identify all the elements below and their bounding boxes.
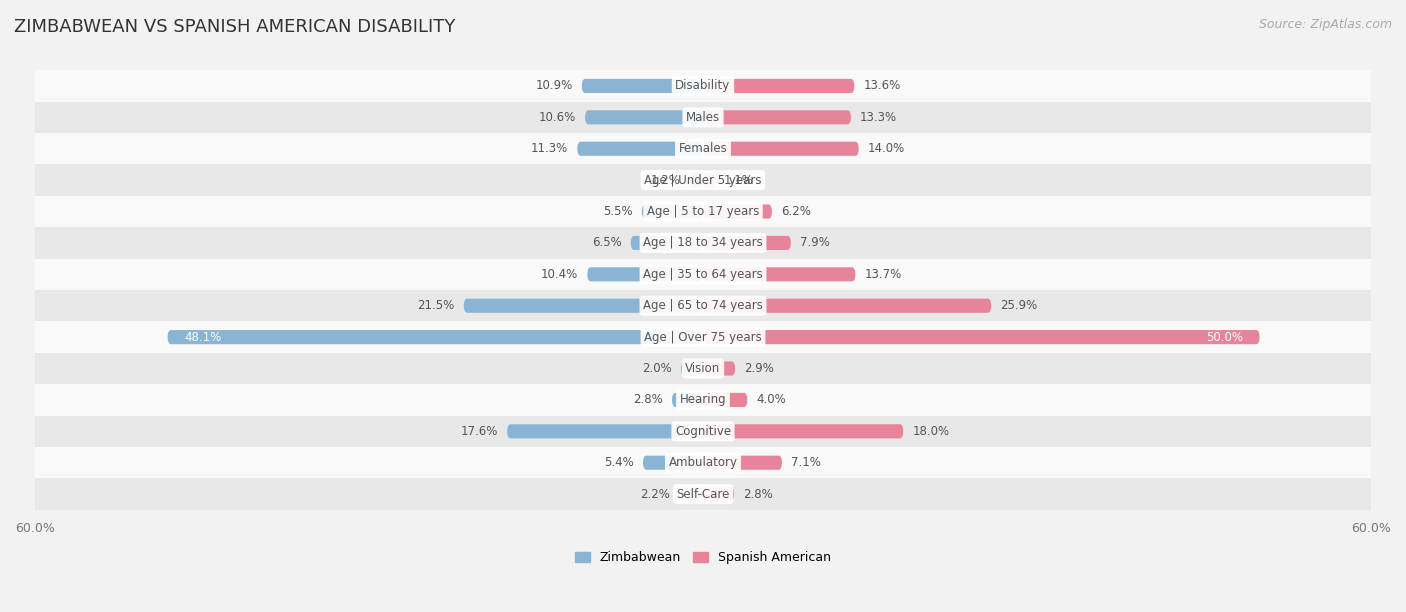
Text: 6.5%: 6.5% <box>592 236 621 250</box>
Text: Source: ZipAtlas.com: Source: ZipAtlas.com <box>1258 18 1392 31</box>
Text: 10.6%: 10.6% <box>538 111 576 124</box>
Bar <box>35 416 1371 447</box>
Bar <box>35 479 1371 510</box>
Text: 13.3%: 13.3% <box>860 111 897 124</box>
FancyBboxPatch shape <box>641 204 703 218</box>
Text: Self-Care: Self-Care <box>676 488 730 501</box>
Text: Age | 65 to 74 years: Age | 65 to 74 years <box>643 299 763 312</box>
FancyBboxPatch shape <box>508 424 703 438</box>
Text: Vision: Vision <box>685 362 721 375</box>
FancyBboxPatch shape <box>578 141 703 156</box>
FancyBboxPatch shape <box>703 456 782 470</box>
Text: 5.5%: 5.5% <box>603 205 633 218</box>
FancyBboxPatch shape <box>631 236 703 250</box>
Bar <box>35 353 1371 384</box>
Text: Age | Over 75 years: Age | Over 75 years <box>644 330 762 343</box>
FancyBboxPatch shape <box>703 204 772 218</box>
FancyBboxPatch shape <box>167 330 703 344</box>
FancyBboxPatch shape <box>703 267 855 282</box>
Text: 6.2%: 6.2% <box>780 205 811 218</box>
Text: 4.0%: 4.0% <box>756 394 786 406</box>
Text: 17.6%: 17.6% <box>461 425 498 438</box>
FancyBboxPatch shape <box>679 487 703 501</box>
Text: 2.8%: 2.8% <box>633 394 662 406</box>
FancyBboxPatch shape <box>585 110 703 124</box>
FancyBboxPatch shape <box>703 424 904 438</box>
FancyBboxPatch shape <box>703 173 716 187</box>
Text: 2.8%: 2.8% <box>744 488 773 501</box>
Text: 2.2%: 2.2% <box>640 488 669 501</box>
Text: Males: Males <box>686 111 720 124</box>
Bar <box>35 384 1371 416</box>
Text: Age | 5 to 17 years: Age | 5 to 17 years <box>647 205 759 218</box>
Text: 2.0%: 2.0% <box>643 362 672 375</box>
FancyBboxPatch shape <box>703 141 859 156</box>
Text: 10.4%: 10.4% <box>541 268 578 281</box>
Text: Age | 18 to 34 years: Age | 18 to 34 years <box>643 236 763 250</box>
Text: 50.0%: 50.0% <box>1206 330 1243 343</box>
Bar <box>35 259 1371 290</box>
Text: Cognitive: Cognitive <box>675 425 731 438</box>
FancyBboxPatch shape <box>681 362 703 376</box>
Text: 48.1%: 48.1% <box>184 330 221 343</box>
Text: Age | Under 5 years: Age | Under 5 years <box>644 174 762 187</box>
Text: Females: Females <box>679 142 727 155</box>
FancyBboxPatch shape <box>689 173 703 187</box>
Bar <box>35 70 1371 102</box>
Text: 7.9%: 7.9% <box>800 236 830 250</box>
Text: Disability: Disability <box>675 80 731 92</box>
Text: 5.4%: 5.4% <box>605 456 634 469</box>
FancyBboxPatch shape <box>703 110 851 124</box>
Bar <box>35 196 1371 227</box>
FancyBboxPatch shape <box>672 393 703 407</box>
FancyBboxPatch shape <box>703 236 792 250</box>
FancyBboxPatch shape <box>703 79 855 93</box>
FancyBboxPatch shape <box>703 393 748 407</box>
Text: 11.3%: 11.3% <box>531 142 568 155</box>
Bar <box>35 165 1371 196</box>
Bar <box>35 290 1371 321</box>
Text: ZIMBABWEAN VS SPANISH AMERICAN DISABILITY: ZIMBABWEAN VS SPANISH AMERICAN DISABILIT… <box>14 18 456 36</box>
Text: 1.1%: 1.1% <box>724 174 754 187</box>
Bar <box>35 321 1371 353</box>
Text: 18.0%: 18.0% <box>912 425 949 438</box>
FancyBboxPatch shape <box>703 299 991 313</box>
Bar <box>35 227 1371 259</box>
Text: 1.2%: 1.2% <box>651 174 681 187</box>
Text: 13.6%: 13.6% <box>863 80 901 92</box>
Text: 14.0%: 14.0% <box>868 142 905 155</box>
Text: 25.9%: 25.9% <box>1000 299 1038 312</box>
Text: 21.5%: 21.5% <box>418 299 454 312</box>
FancyBboxPatch shape <box>582 79 703 93</box>
Text: Hearing: Hearing <box>679 394 727 406</box>
Text: 13.7%: 13.7% <box>865 268 901 281</box>
FancyBboxPatch shape <box>643 456 703 470</box>
Text: 2.9%: 2.9% <box>744 362 775 375</box>
Bar <box>35 102 1371 133</box>
FancyBboxPatch shape <box>703 330 1260 344</box>
Text: 10.9%: 10.9% <box>536 80 572 92</box>
FancyBboxPatch shape <box>588 267 703 282</box>
FancyBboxPatch shape <box>703 362 735 376</box>
Text: Age | 35 to 64 years: Age | 35 to 64 years <box>643 268 763 281</box>
Bar <box>35 133 1371 165</box>
Bar <box>35 447 1371 479</box>
Text: Ambulatory: Ambulatory <box>668 456 738 469</box>
Text: 7.1%: 7.1% <box>792 456 821 469</box>
FancyBboxPatch shape <box>703 487 734 501</box>
FancyBboxPatch shape <box>464 299 703 313</box>
Legend: Zimbabwean, Spanish American: Zimbabwean, Spanish American <box>575 551 831 564</box>
